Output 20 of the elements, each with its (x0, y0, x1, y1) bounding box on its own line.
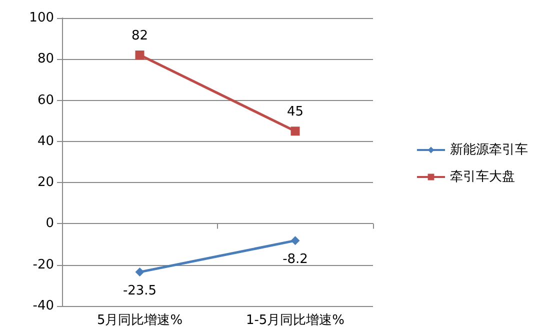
y-tick-label: 80 (37, 52, 54, 67)
data-label: 45 (286, 104, 304, 120)
x-tick-label: 1-5月同比增速% (246, 313, 345, 327)
data-label: -23.5 (122, 284, 157, 299)
y-tick-label: 60 (37, 92, 54, 108)
point (290, 236, 300, 246)
data-label: -8.2 (282, 252, 308, 268)
point (135, 268, 144, 277)
y-tick-label: 20 (37, 175, 54, 190)
point (290, 126, 300, 136)
y-tick-label: -20 (32, 257, 54, 272)
y-tick-label: 100 (29, 10, 54, 26)
x-tick-label: 5月同比增速% (96, 313, 183, 327)
point (135, 50, 144, 60)
y-tick-label: 40 (37, 134, 54, 149)
y-tick-label: -40 (32, 298, 54, 314)
legend-label: 新能源牵引车 (450, 142, 528, 158)
legend-label: 牵引车大盘 (450, 170, 515, 184)
y-tick-label: 0 (46, 216, 54, 232)
data-label: 82 (131, 28, 148, 44)
